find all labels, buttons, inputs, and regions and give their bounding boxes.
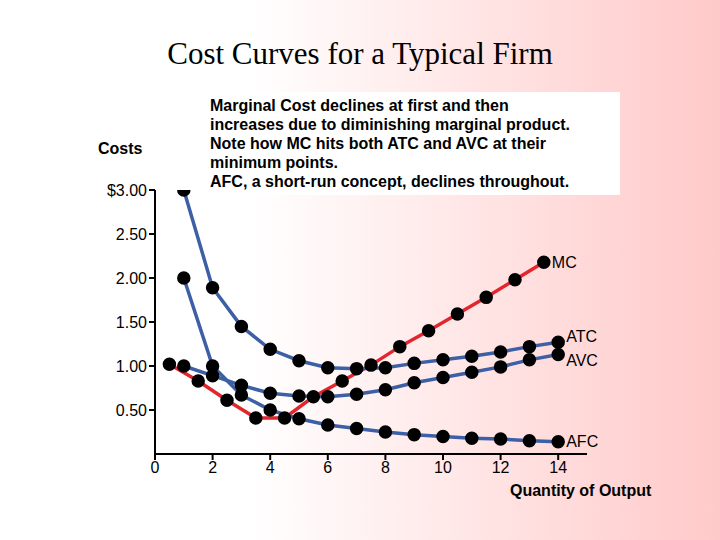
svg-text:10: 10 (434, 459, 452, 476)
svg-text:0: 0 (151, 459, 160, 476)
svg-text:AVC: AVC (566, 352, 598, 369)
svg-text:1.00: 1.00 (116, 358, 147, 375)
html-text:Marginal Cost declines at firs: Marginal Cost declines at first and then (210, 97, 509, 114)
html-text:Note how MC hits both ATC and: Note how MC hits both ATC and AVC at the… (210, 135, 546, 152)
html-text:increases due to diminishing m: increases due to diminishing marginal pr… (210, 116, 571, 133)
svg-text:2.50: 2.50 (116, 226, 147, 243)
svg-text:14: 14 (549, 459, 567, 476)
svg-text:AFC: AFC (566, 433, 598, 450)
html-text:Quantity of Output: Quantity of Output (510, 482, 652, 499)
svg-text:0.50: 0.50 (116, 402, 147, 419)
html-text:Costs: Costs (98, 140, 143, 157)
html-text:Cost Curves for a Typical Firm: Cost Curves for a Typical Firm (167, 36, 553, 71)
html-text:AFC, a short-run concept, decl: AFC, a short-run concept, declines throu… (210, 173, 570, 190)
svg-text:8: 8 (381, 459, 390, 476)
svg-text:ATC: ATC (566, 328, 597, 345)
svg-text:6: 6 (323, 459, 332, 476)
svg-text:MC: MC (552, 254, 577, 271)
svg-text:4: 4 (266, 459, 275, 476)
svg-text:$3.00: $3.00 (107, 182, 147, 199)
svg-text:12: 12 (492, 459, 510, 476)
html-text:minimum points.: minimum points. (210, 154, 338, 171)
svg-text:2: 2 (208, 459, 217, 476)
svg-text:2.00: 2.00 (116, 270, 147, 287)
svg-text:1.50: 1.50 (116, 314, 147, 331)
